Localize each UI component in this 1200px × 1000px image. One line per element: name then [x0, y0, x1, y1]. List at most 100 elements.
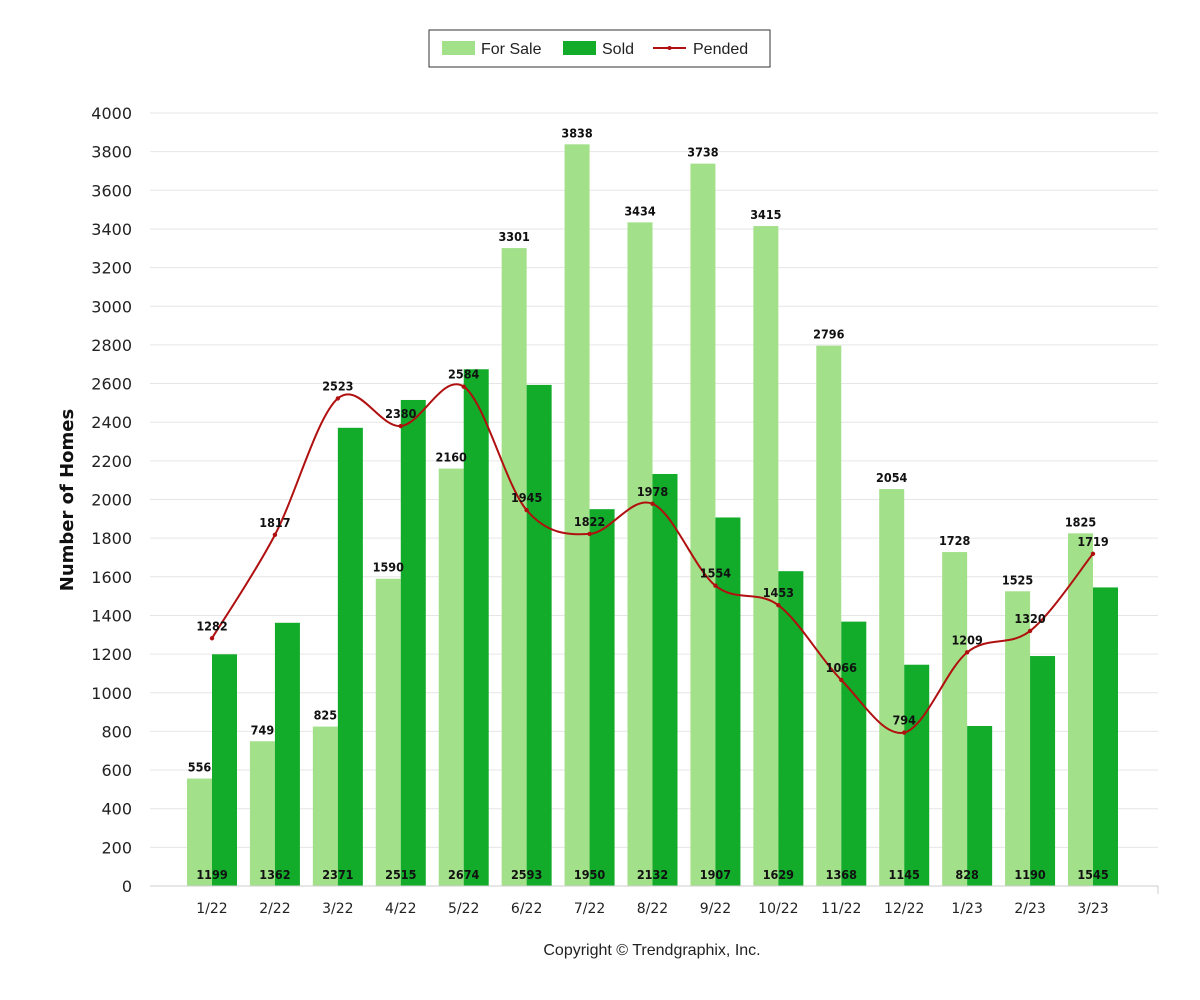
y-tick-label: 200: [101, 838, 132, 857]
pended-value-label: 1978: [637, 484, 668, 499]
x-tick-label: 3/23: [1077, 901, 1108, 917]
x-tick-label: 2/22: [259, 901, 290, 917]
axes: 0 200 400 600 800 1000 1200 1400 1600 1800 2000 220…: [91, 104, 1159, 917]
pended-value-label: 1719: [1077, 534, 1108, 549]
bar-for-sale: [816, 345, 842, 887]
legend-label-sold: Sold: [602, 41, 634, 58]
sold-value-label: 2674: [448, 867, 479, 882]
x-tick-label: 4/22: [385, 901, 416, 917]
bar-sold: [778, 571, 804, 886]
for-sale-value-label: 825: [314, 708, 338, 723]
legend-marker-pended: [667, 46, 672, 50]
y-axis-title: Number of Homes: [57, 409, 78, 591]
sold-value-label: 2132: [637, 867, 668, 882]
y-tick-label: 1000: [91, 684, 132, 703]
bar-for-sale: [753, 226, 779, 886]
for-sale-value-label: 3738: [687, 145, 718, 160]
pended-point: [272, 532, 278, 538]
pended-point: [1027, 628, 1033, 634]
bar-sold: [337, 427, 363, 886]
bar-sold: [1030, 656, 1056, 886]
for-sale-value-label: 1525: [1002, 572, 1033, 587]
pended-value-label: 794: [892, 713, 916, 728]
pended-value-label: 1282: [196, 618, 227, 633]
x-tick-label: 7/22: [574, 901, 605, 917]
bar-sold: [904, 664, 930, 886]
pended-point: [902, 730, 907, 735]
bar-sold: [589, 509, 615, 886]
bar-for-sale: [438, 468, 464, 886]
legend-label-for-sale: For Sale: [481, 41, 542, 58]
bar-for-sale: [312, 726, 338, 886]
y-tick-label: 600: [101, 761, 132, 780]
for-sale-value-label: 3434: [624, 203, 655, 218]
bar-for-sale: [942, 552, 968, 886]
x-tick-label: 10/22: [758, 901, 798, 917]
pended-point: [1090, 551, 1096, 557]
value-labels: 556 1199 1282 749 1362 1817 825 2371 2523 1590 251…: [188, 125, 1109, 882]
pended-point: [713, 583, 718, 588]
pended-value-label: 2584: [448, 367, 479, 382]
bar-for-sale: [501, 248, 527, 886]
bar-sold: [400, 399, 426, 886]
for-sale-value-label: 2796: [813, 327, 844, 342]
bar-sold: [967, 725, 993, 886]
pended-point: [461, 384, 466, 389]
y-tick-label: 2400: [91, 413, 132, 432]
pended-value-label: 1817: [259, 515, 290, 530]
y-tick-label: 2000: [91, 491, 132, 510]
y-tick-label: 1800: [91, 529, 132, 548]
bar-for-sale: [375, 578, 401, 886]
for-sale-value-label: 3301: [498, 229, 529, 244]
bars: [187, 144, 1118, 887]
y-tick-label: 2800: [91, 336, 132, 355]
x-tick-label: 8/22: [637, 901, 668, 917]
bar-sold: [715, 517, 741, 886]
y-tick-label: 400: [101, 800, 132, 819]
bar-for-sale: [1068, 533, 1093, 886]
pended-point: [398, 423, 403, 429]
bar-sold: [1093, 587, 1118, 886]
bar-sold: [526, 384, 552, 886]
y-tick-label: 3800: [91, 143, 132, 162]
x-tick-label: 11/22: [821, 901, 861, 917]
bar-for-sale: [879, 489, 905, 886]
sold-value-label: 2515: [385, 867, 416, 882]
bar-sold: [463, 369, 489, 886]
y-tick-label: 800: [101, 722, 132, 741]
pended-point: [650, 501, 655, 506]
bar-for-sale: [249, 741, 275, 886]
x-tick-label: 9/22: [700, 901, 731, 917]
sold-value-label: 1368: [826, 867, 857, 882]
sold-value-label: 1629: [763, 867, 794, 882]
pended-point: [776, 603, 781, 608]
pended-point: [964, 650, 970, 655]
y-tick-label: 2200: [91, 452, 132, 471]
sold-value-label: 828: [955, 867, 979, 882]
sold-value-label: 1199: [196, 867, 227, 882]
sold-value-label: 1190: [1014, 867, 1045, 882]
y-tick-label: 0: [122, 877, 132, 896]
pended-value-label: 2523: [322, 378, 353, 393]
for-sale-value-label: 1590: [373, 560, 404, 575]
x-tick-label: 3/22: [322, 901, 353, 917]
legend-swatch-sold: [563, 41, 596, 55]
y-tick-label: 3200: [91, 259, 132, 278]
for-sale-value-label: 1825: [1065, 514, 1096, 529]
pended-value-label: 1554: [700, 566, 731, 581]
legend-label-pended: Pended: [693, 41, 748, 58]
pended-value-label: 1209: [951, 632, 982, 647]
pended-point: [524, 507, 529, 513]
y-tick-label: 1400: [91, 606, 132, 625]
pended-line: [209, 383, 1096, 735]
pended-value-label: 1320: [1014, 611, 1045, 626]
pended-point: [839, 677, 844, 683]
x-tick-label: 5/22: [448, 901, 479, 917]
sold-value-label: 1145: [889, 867, 920, 882]
legend-box: [428, 29, 771, 68]
y-tick-label: 2600: [91, 375, 132, 394]
y-tick-label: 1600: [91, 568, 132, 587]
sold-value-label: 1907: [700, 867, 731, 882]
bar-sold: [274, 622, 300, 886]
